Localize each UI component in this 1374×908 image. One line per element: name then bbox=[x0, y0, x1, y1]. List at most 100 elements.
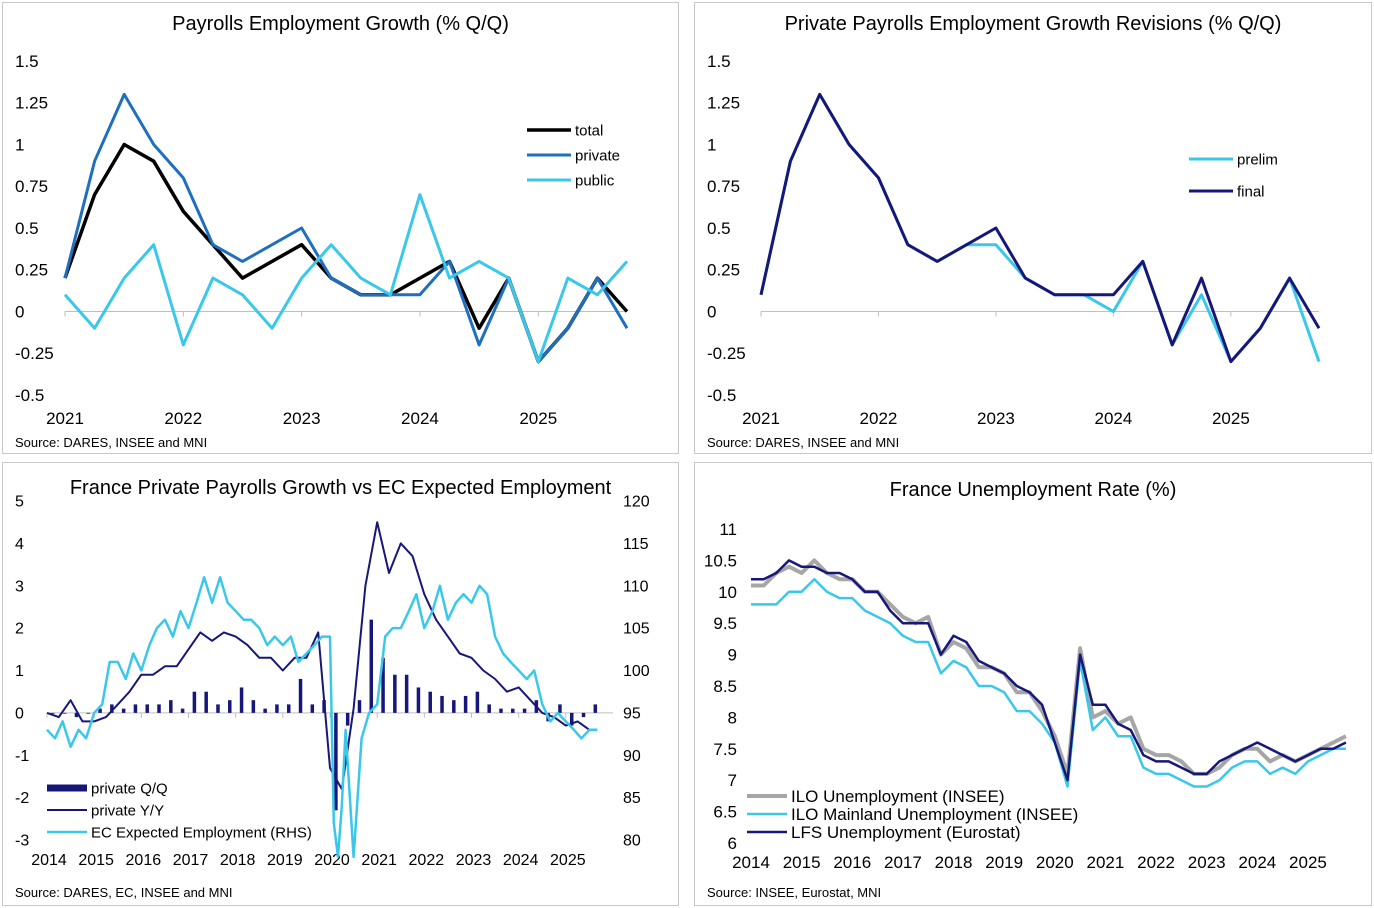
series-line-private-y-y bbox=[46, 521, 590, 791]
bar bbox=[228, 700, 232, 713]
y-tick-label: 1 bbox=[15, 663, 24, 680]
bar bbox=[192, 691, 197, 713]
y-tick-label: 6.5 bbox=[713, 803, 737, 822]
bar bbox=[74, 712, 79, 718]
bar bbox=[428, 691, 432, 713]
bar bbox=[180, 708, 185, 713]
y-tick-label: 10.5 bbox=[704, 551, 737, 570]
x-tick-label: 2023 bbox=[1188, 853, 1226, 872]
bar bbox=[98, 708, 102, 713]
chart-panel-payrolls: Payrolls Employment Growth (% Q/Q) 1.5 1.… bbox=[2, 2, 679, 454]
legend-label: public bbox=[575, 172, 615, 189]
bar bbox=[404, 674, 409, 713]
x-tick-label: 2022 bbox=[1137, 853, 1175, 872]
y-tick-label: 5 bbox=[15, 494, 24, 511]
bar bbox=[381, 657, 385, 713]
bar bbox=[51, 712, 55, 714]
x-tick-label: 2021 bbox=[361, 852, 397, 869]
bar bbox=[369, 619, 374, 713]
y-tick-label: -0.5 bbox=[707, 386, 736, 405]
bar bbox=[110, 704, 114, 713]
chart-panel-unemployment: France Unemployment Rate (%) 11 10.5 10 9.5… bbox=[694, 462, 1372, 906]
x-tick-label: 2014 bbox=[732, 853, 770, 872]
bar bbox=[310, 704, 315, 713]
series-line-ilo-mainland-unemployment-insee bbox=[751, 577, 1346, 788]
series-line-public bbox=[63, 193, 629, 364]
bar bbox=[522, 708, 527, 713]
x-tick-label: 2017 bbox=[884, 853, 922, 872]
bar bbox=[86, 712, 91, 714]
y-tick-label: 9.5 bbox=[713, 614, 737, 633]
x-tick-label: 2018 bbox=[935, 853, 973, 872]
y-tick-label: 0.25 bbox=[15, 261, 48, 280]
bar bbox=[558, 704, 562, 713]
chart-source: Source: DARES, INSEE and MNI bbox=[15, 435, 208, 450]
series-line-final bbox=[759, 92, 1321, 364]
y-tick-label: -3 bbox=[15, 833, 29, 850]
chart-panel-private-vs-ec: France Private Payrolls Growth vs EC Exp… bbox=[2, 462, 679, 906]
bar bbox=[239, 687, 244, 713]
x-tick-label: 2024 bbox=[1238, 853, 1276, 872]
x-tick-label: 2014 bbox=[31, 852, 67, 869]
y-tick-label: 1 bbox=[707, 135, 716, 154]
bar bbox=[452, 700, 456, 713]
x-tick-label: 2024 bbox=[401, 409, 439, 428]
x-tick-label: 2015 bbox=[78, 852, 114, 869]
legend-label: private bbox=[575, 147, 620, 164]
x-tick-label: 2025 bbox=[1289, 853, 1327, 872]
chart-source: Source: DARES, EC, INSEE and MNI bbox=[15, 885, 233, 900]
bar bbox=[345, 712, 350, 726]
y-tick-label: 0 bbox=[707, 302, 716, 321]
y2-tick-label: 105 bbox=[623, 621, 650, 638]
y-tick-label: 0.25 bbox=[707, 261, 740, 280]
y-tick-label: 0 bbox=[15, 705, 24, 722]
y2-tick-label: 95 bbox=[623, 705, 641, 722]
bar bbox=[581, 712, 586, 718]
y-tick-label: 1.25 bbox=[707, 94, 740, 113]
x-tick-label: 2017 bbox=[173, 852, 209, 869]
y-tick-label: 0.75 bbox=[707, 177, 740, 196]
legend-label: LFS Unemployment (Eurostat) bbox=[791, 823, 1021, 842]
x-tick-label: 2015 bbox=[783, 853, 821, 872]
legend-label: prelim bbox=[1237, 151, 1278, 168]
bar bbox=[334, 712, 338, 811]
y-tick-label: 0 bbox=[15, 302, 24, 321]
bar bbox=[511, 708, 515, 713]
x-tick-label: 2022 bbox=[860, 409, 898, 428]
bar bbox=[169, 700, 173, 713]
bar bbox=[593, 704, 598, 713]
x-tick-label: 2023 bbox=[456, 852, 492, 869]
y-tick-label: 8 bbox=[728, 708, 737, 727]
y-tick-label: 0.5 bbox=[15, 219, 39, 238]
bar bbox=[286, 704, 291, 713]
x-tick-label: 2025 bbox=[1212, 409, 1250, 428]
y2-tick-label: 90 bbox=[623, 748, 641, 765]
bar bbox=[569, 712, 574, 726]
chart-panel-revisions: Private Payrolls Employment Growth Revis… bbox=[694, 2, 1372, 454]
legend-label: private Q/Q bbox=[91, 780, 168, 797]
chart-source: Source: DARES, INSEE and MNI bbox=[707, 435, 900, 450]
series-line-total bbox=[63, 142, 629, 364]
y2-tick-label: 120 bbox=[623, 494, 650, 511]
x-tick-label: 2020 bbox=[1036, 853, 1074, 872]
x-tick-label: 2016 bbox=[833, 853, 871, 872]
bar bbox=[263, 708, 267, 713]
bar bbox=[440, 695, 444, 713]
bar bbox=[298, 678, 303, 713]
bar bbox=[145, 704, 149, 713]
y-tick-label: 6 bbox=[728, 834, 737, 853]
x-tick-label: 2023 bbox=[283, 409, 321, 428]
x-tick-label: 2025 bbox=[519, 409, 557, 428]
chart-title: Private Payrolls Employment Growth Revis… bbox=[784, 13, 1282, 35]
chart-title: France Private Payrolls Growth vs EC Exp… bbox=[69, 477, 612, 499]
y-tick-label: -0.5 bbox=[15, 386, 44, 405]
y-tick-label: 1 bbox=[15, 135, 24, 154]
x-tick-label: 2020 bbox=[314, 852, 350, 869]
bar bbox=[133, 704, 138, 713]
legend-label: private Y/Y bbox=[91, 802, 164, 819]
y-tick-label: -0.25 bbox=[15, 344, 54, 363]
x-tick-label: 2021 bbox=[742, 409, 780, 428]
